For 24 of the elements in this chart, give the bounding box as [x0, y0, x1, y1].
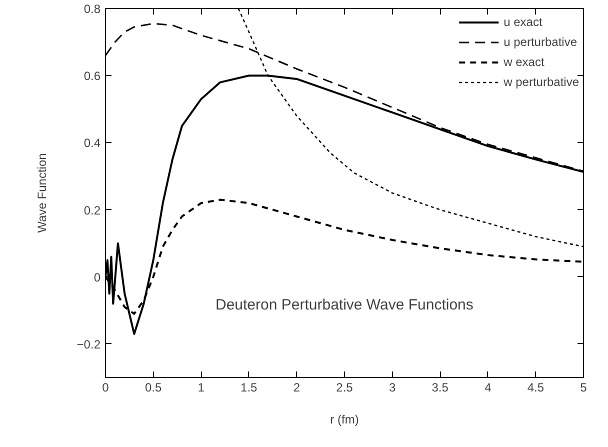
x-axis-title: r (fm) — [330, 412, 359, 426]
y-tick-label: 0 — [94, 270, 101, 284]
annotation: Deuteron Perturbative Wave Functions — [216, 296, 474, 314]
x-tick-label: 4 — [484, 380, 492, 394]
legend-label: u perturbative — [504, 35, 578, 49]
x-tick-label: 2 — [293, 380, 300, 394]
x-tick-label: 0.5 — [144, 380, 162, 394]
x-tick-label: 1 — [198, 380, 205, 394]
x-tick-label: 4.5 — [527, 380, 544, 394]
y-tick-label: 0.2 — [84, 203, 101, 218]
y-tick-label: 0.4 — [84, 136, 101, 150]
y-tick-label: −0.2 — [76, 337, 101, 352]
legend-label: u exact — [504, 15, 542, 29]
legend-label: w exact — [504, 55, 544, 69]
y-axis-title: Wave Function — [34, 153, 49, 233]
y-tick-label: 0.6 — [84, 69, 101, 84]
x-tick-label: 0 — [102, 380, 110, 394]
x-tick-label: 5 — [580, 380, 588, 394]
x-tick-label: 3.5 — [432, 380, 449, 394]
x-tick-label: 1.5 — [240, 380, 258, 394]
legend-label: w perturbative — [504, 75, 579, 89]
y-tick-label: 0.8 — [84, 2, 101, 16]
x-tick-label: 2.5 — [336, 380, 354, 394]
x-tick-label: 3 — [388, 380, 396, 394]
